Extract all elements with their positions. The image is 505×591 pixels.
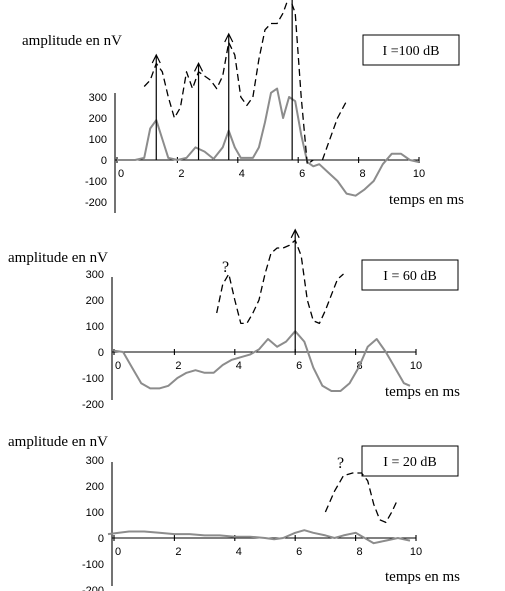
x-tick-label: 0 <box>115 360 121 372</box>
x-tick-label: 2 <box>175 360 181 372</box>
intensity-legend-box <box>361 445 459 477</box>
x-tick-label: 10 <box>413 168 425 180</box>
x-axis-title: temps en ms <box>389 192 464 208</box>
y-tick-label: 200 <box>89 113 107 125</box>
x-tick-label: 8 <box>360 168 366 180</box>
y-axis-title: amplitude en nV <box>8 434 108 450</box>
dashed-waveform-line <box>216 239 344 325</box>
x-tick-label: 8 <box>357 546 363 558</box>
peak-marker-arrowhead <box>290 228 300 239</box>
y-tick-label: 200 <box>86 295 104 307</box>
peak-marker-arrowhead <box>224 32 234 43</box>
y-tick-label: 300 <box>86 455 104 467</box>
y-tick-label: 200 <box>86 481 104 493</box>
dashed-waveform-line <box>321 100 348 161</box>
dashed-waveform-line <box>143 0 314 165</box>
y-axis-title: amplitude en nV <box>22 33 122 49</box>
y-axis-title: amplitude en nV <box>8 250 108 266</box>
intensity-legend-label: I = 20 dB <box>383 455 436 470</box>
y-tick-label: -200 <box>82 585 104 591</box>
y-tick-label: 100 <box>89 134 107 146</box>
y-tick-label: 0 <box>101 155 107 167</box>
x-tick-label: 0 <box>115 546 121 558</box>
x-tick-label: 6 <box>296 360 302 372</box>
x-tick-label: 2 <box>178 168 184 180</box>
y-tick-label: -100 <box>85 176 107 188</box>
gray-waveform-line <box>117 87 420 197</box>
gray-waveform-line <box>113 330 411 392</box>
uncertain-peak-annotation: ? <box>222 259 229 276</box>
x-tick-label: 10 <box>410 360 422 372</box>
peak-marker-arrowhead <box>194 62 204 72</box>
y-tick-label: 0 <box>98 533 104 545</box>
x-tick-label: 10 <box>410 546 422 558</box>
x-tick-label: 2 <box>175 546 181 558</box>
y-tick-label: -200 <box>85 197 107 209</box>
x-tick-label: 4 <box>236 360 242 372</box>
intensity-legend-box <box>361 259 459 291</box>
intensity-legend-label: I =100 dB <box>383 44 440 59</box>
gray-waveform-line <box>107 529 411 545</box>
x-axis-title: temps en ms <box>385 569 460 585</box>
x-tick-label: 4 <box>239 168 245 180</box>
y-tick-label: -200 <box>82 399 104 411</box>
y-tick-label: 100 <box>86 507 104 519</box>
y-tick-label: 0 <box>98 347 104 359</box>
x-tick-label: 0 <box>118 168 124 180</box>
y-tick-label: -100 <box>82 559 104 571</box>
y-tick-label: 100 <box>86 321 104 333</box>
x-tick-label: 6 <box>299 168 305 180</box>
dashed-waveform-line <box>324 472 399 524</box>
y-tick-label: -100 <box>82 373 104 385</box>
intensity-legend-label: I = 60 dB <box>383 269 436 284</box>
uncertain-peak-annotation: ? <box>337 455 344 472</box>
x-tick-label: 6 <box>296 546 302 558</box>
peak-marker-arrowhead <box>151 53 161 64</box>
y-tick-label: 300 <box>86 269 104 281</box>
y-tick-label: 300 <box>89 92 107 104</box>
intensity-legend-box <box>362 34 460 66</box>
x-axis-title: temps en ms <box>385 384 460 400</box>
x-tick-label: 4 <box>236 546 242 558</box>
